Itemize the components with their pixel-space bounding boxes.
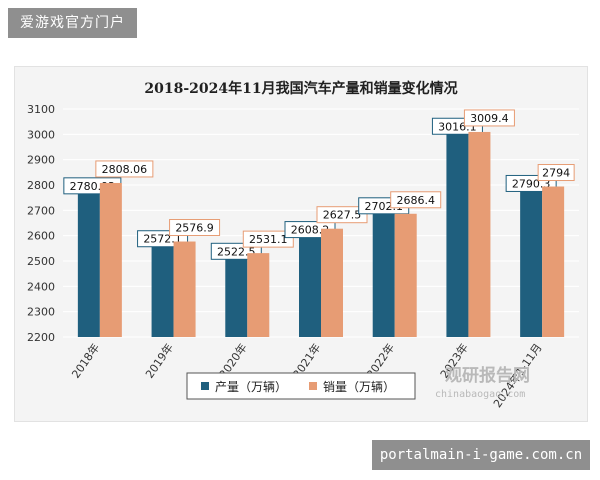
bar-production [225,255,248,337]
data-label-box-sales [390,191,442,209]
y-tick-label: 2400 [27,280,55,293]
y-tick-label: 3000 [27,128,55,141]
data-label-box-sales [242,230,294,248]
y-tick-label: 2200 [27,331,55,344]
bar-sales [173,241,196,337]
bar-production [151,242,174,337]
x-tick-label: 2019年 [142,341,176,381]
data-label-sales: 2686.4 [396,194,435,207]
y-tick-label: 2700 [27,204,55,217]
bar-sales [99,182,122,337]
bar-sales [321,228,343,337]
data-label-sales: 2531.1 [249,233,288,246]
legend-swatch-sales [309,382,317,390]
data-label-production: 2608.2 [291,224,330,237]
bar-production [77,189,100,337]
data-label-box-sales [537,164,575,182]
legend: 产量（万辆） 销量（万辆） [186,372,416,400]
bar-production [372,209,395,337]
bar-sales [468,131,491,337]
y-tick-label: 2900 [27,154,55,167]
data-label-box-sales [463,109,515,127]
data-label-box-sales [95,160,154,178]
legend-label-production: 产量（万辆） [215,380,287,394]
chart-title: 2018-2024年11月我国汽车产量和销量变化情况 [144,80,457,97]
data-label-production: 2522.5 [217,245,256,258]
legend-label-sales: 销量（万辆） [323,380,395,394]
bar-sales [542,186,565,337]
bar-sales [394,213,417,337]
data-label-sales: 2627.5 [323,209,362,222]
y-tick-label: 2600 [27,230,55,243]
data-label-sales: 2794 [542,167,570,180]
watermark: 观研报告网 chinabaogao.com [435,365,530,400]
data-label-box-sales [169,219,221,237]
bar-production [299,233,321,337]
legend-swatch-production [201,382,209,390]
bars: 2780.922808.062572.12576.92522.52531.126… [63,109,575,337]
data-label-sales: 2808.06 [102,163,148,176]
bar-production [446,130,469,337]
y-tick-label: 3100 [27,103,55,116]
y-tick-label: 2300 [27,306,55,319]
bar-sales [247,253,270,337]
data-label-box-sales [316,206,368,224]
watermark-name: 观研报告网 [444,365,530,386]
site-url-badge: portalmain-i-game.com.cn [372,440,590,470]
data-label-sales: 2576.9 [175,222,214,235]
y-tick-label: 2800 [27,179,55,192]
data-label-sales: 3009.4 [470,112,509,125]
legend-box [186,372,416,400]
y-tick-label: 2500 [27,255,55,268]
chart-panel: 2018-2024年11月我国汽车产量和销量变化情况 2200 2300 2400 2… [14,66,588,422]
x-tick-label: 2018年 [68,341,102,381]
bar-production [520,187,543,337]
bar-chart: 2018-2024年11月我国汽车产量和销量变化情况 2200230024002… [27,80,579,410]
site-title-badge: 爱游戏官方门户 [8,8,137,38]
watermark-url: chinabaogao.com [435,389,525,400]
y-axis-ticks: 2200 2300 2400 2500 2600 2700 2800 2900 3000 3100 [27,103,55,344]
